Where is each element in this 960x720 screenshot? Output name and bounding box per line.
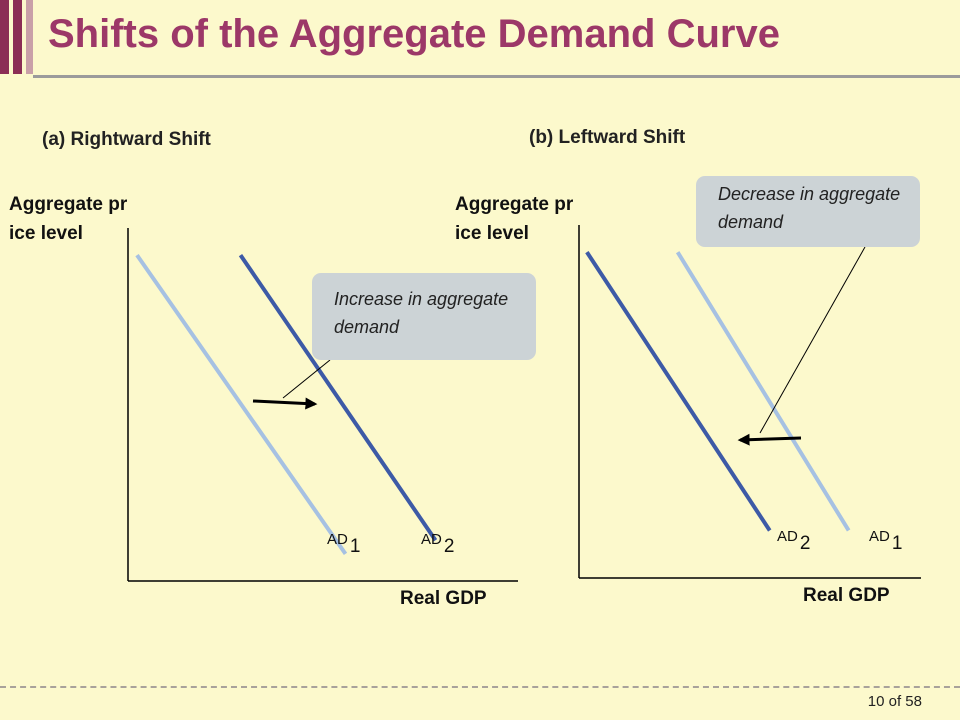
panel-a-ad2-label: AD 2 bbox=[421, 531, 455, 557]
panel-b-ad1-label: AD 1 bbox=[869, 528, 903, 554]
panel-a-x-axis-label: Real GDP bbox=[400, 588, 487, 609]
title-divider bbox=[33, 75, 960, 78]
panel-b-shift-arrow bbox=[737, 433, 802, 446]
panel-a-ad1-label: AD 1 bbox=[327, 531, 361, 557]
panel-a-callout-leader bbox=[282, 359, 331, 399]
panel-a-shift-arrow bbox=[252, 397, 318, 410]
panel-b-x-axis-label: Real GDP bbox=[803, 585, 890, 606]
footer-divider bbox=[0, 686, 960, 688]
increase-callout: Increase in aggregate demand bbox=[312, 273, 536, 360]
slide-number: 10 of 58 bbox=[867, 693, 922, 710]
accent-bar bbox=[0, 0, 9, 74]
decrease-callout: Decrease in aggregate demand bbox=[696, 176, 920, 247]
panel-a-title: (a) Rightward Shift bbox=[42, 129, 211, 150]
panel-a-ad2-curve bbox=[238, 254, 438, 542]
slide-title: Shifts of the Aggregate Demand Curve bbox=[48, 12, 780, 56]
panel-b-ad1-curve bbox=[675, 251, 851, 532]
panel-b-ad2-curve bbox=[585, 251, 772, 532]
panel-b-y-axis-label: Aggregate price level bbox=[455, 194, 574, 244]
accent-bar bbox=[26, 0, 33, 74]
panel-b-callout-leader bbox=[759, 246, 866, 434]
panel-a-ad1-curve bbox=[135, 254, 348, 555]
panel-b-ad2-label: AD 2 bbox=[777, 528, 811, 554]
panel-a-y-axis-label: Aggregate price level bbox=[9, 194, 128, 244]
panel-b-title: (b) Leftward Shift bbox=[529, 127, 686, 148]
accent-bar bbox=[13, 0, 22, 74]
